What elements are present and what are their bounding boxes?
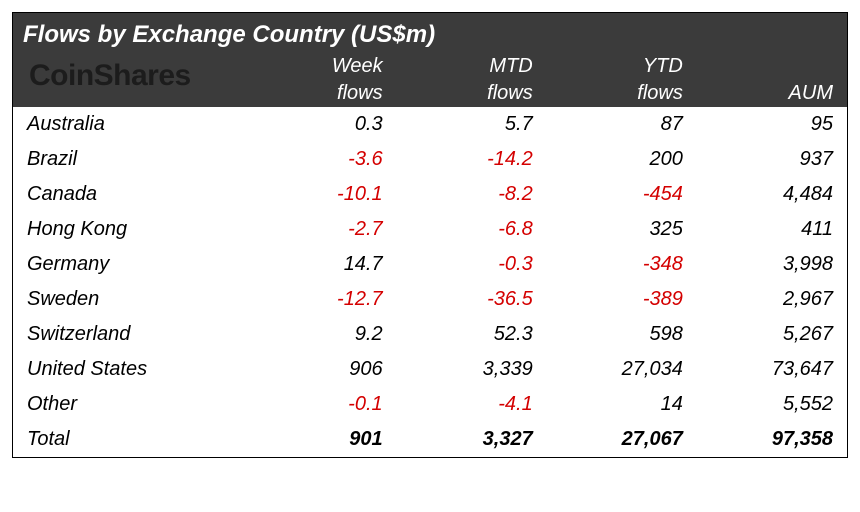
- cell-aum: 73,647: [697, 352, 847, 387]
- cell-ytd: 14: [547, 387, 697, 422]
- cell-ytd: 27,034: [547, 352, 697, 387]
- cell-mtd: 5.7: [397, 107, 547, 142]
- brand-cell: CoinShares: [13, 53, 247, 107]
- table-row: Switzerland9.252.35985,267: [13, 317, 847, 352]
- cell-mtd: -14.2: [397, 142, 547, 177]
- cell-ytd: 87: [547, 107, 697, 142]
- brand-logo-text: CoinShares: [29, 59, 191, 93]
- table-row: United States9063,33927,03473,647: [13, 352, 847, 387]
- table-row: Germany14.7-0.3-3483,998: [13, 247, 847, 282]
- table-row: Other-0.1-4.1145,552: [13, 387, 847, 422]
- cell-aum: 95: [697, 107, 847, 142]
- col-ytd-line1: YTD: [547, 53, 697, 80]
- cell-ytd: -454: [547, 177, 697, 212]
- total-ytd: 27,067: [547, 422, 697, 457]
- cell-ytd: 200: [547, 142, 697, 177]
- cell-week: 0.3: [247, 107, 397, 142]
- cell-mtd: 52.3: [397, 317, 547, 352]
- cell-week: -2.7: [247, 212, 397, 247]
- table-title: Flows by Exchange Country (US$m): [13, 13, 847, 53]
- cell-aum: 5,552: [697, 387, 847, 422]
- table-row: Canada-10.1-8.2-4544,484: [13, 177, 847, 212]
- column-header-row-1: CoinShares Week MTD YTD: [13, 53, 847, 80]
- col-aum-line2: AUM: [697, 80, 847, 107]
- total-week: 901: [247, 422, 397, 457]
- cell-mtd: 3,339: [397, 352, 547, 387]
- table-row: Australia0.35.78795: [13, 107, 847, 142]
- cell-mtd: -0.3: [397, 247, 547, 282]
- table-title-row: Flows by Exchange Country (US$m): [13, 13, 847, 53]
- cell-aum: 2,967: [697, 282, 847, 317]
- row-label: Other: [13, 387, 247, 422]
- total-mtd: 3,327: [397, 422, 547, 457]
- table-row: Sweden-12.7-36.5-3892,967: [13, 282, 847, 317]
- cell-week: -12.7: [247, 282, 397, 317]
- col-week-line2: flows: [247, 80, 397, 107]
- table-row: Hong Kong-2.7-6.8325411: [13, 212, 847, 247]
- cell-aum: 3,998: [697, 247, 847, 282]
- cell-week: 906: [247, 352, 397, 387]
- row-label: Canada: [13, 177, 247, 212]
- col-ytd-line2: flows: [547, 80, 697, 107]
- cell-mtd: -36.5: [397, 282, 547, 317]
- flows-table-container: Flows by Exchange Country (US$m) CoinSha…: [12, 12, 848, 458]
- cell-week: -3.6: [247, 142, 397, 177]
- cell-mtd: -8.2: [397, 177, 547, 212]
- cell-week: -0.1: [247, 387, 397, 422]
- cell-aum: 5,267: [697, 317, 847, 352]
- cell-ytd: -389: [547, 282, 697, 317]
- col-aum-line1: [697, 53, 847, 80]
- row-label: United States: [13, 352, 247, 387]
- cell-aum: 937: [697, 142, 847, 177]
- row-label: Sweden: [13, 282, 247, 317]
- row-label: Australia: [13, 107, 247, 142]
- cell-mtd: -6.8: [397, 212, 547, 247]
- total-aum: 97,358: [697, 422, 847, 457]
- cell-aum: 4,484: [697, 177, 847, 212]
- row-label: Switzerland: [13, 317, 247, 352]
- cell-week: 14.7: [247, 247, 397, 282]
- cell-week: 9.2: [247, 317, 397, 352]
- total-label: Total: [13, 422, 247, 457]
- cell-week: -10.1: [247, 177, 397, 212]
- row-label: Hong Kong: [13, 212, 247, 247]
- col-mtd-line2: flows: [397, 80, 547, 107]
- cell-mtd: -4.1: [397, 387, 547, 422]
- row-label: Germany: [13, 247, 247, 282]
- total-row: Total9013,32727,06797,358: [13, 422, 847, 457]
- cell-aum: 411: [697, 212, 847, 247]
- table-row: Brazil-3.6-14.2200937: [13, 142, 847, 177]
- flows-table: Flows by Exchange Country (US$m) CoinSha…: [13, 13, 847, 457]
- cell-ytd: -348: [547, 247, 697, 282]
- row-label: Brazil: [13, 142, 247, 177]
- col-mtd-line1: MTD: [397, 53, 547, 80]
- col-week-line1: Week: [247, 53, 397, 80]
- cell-ytd: 325: [547, 212, 697, 247]
- cell-ytd: 598: [547, 317, 697, 352]
